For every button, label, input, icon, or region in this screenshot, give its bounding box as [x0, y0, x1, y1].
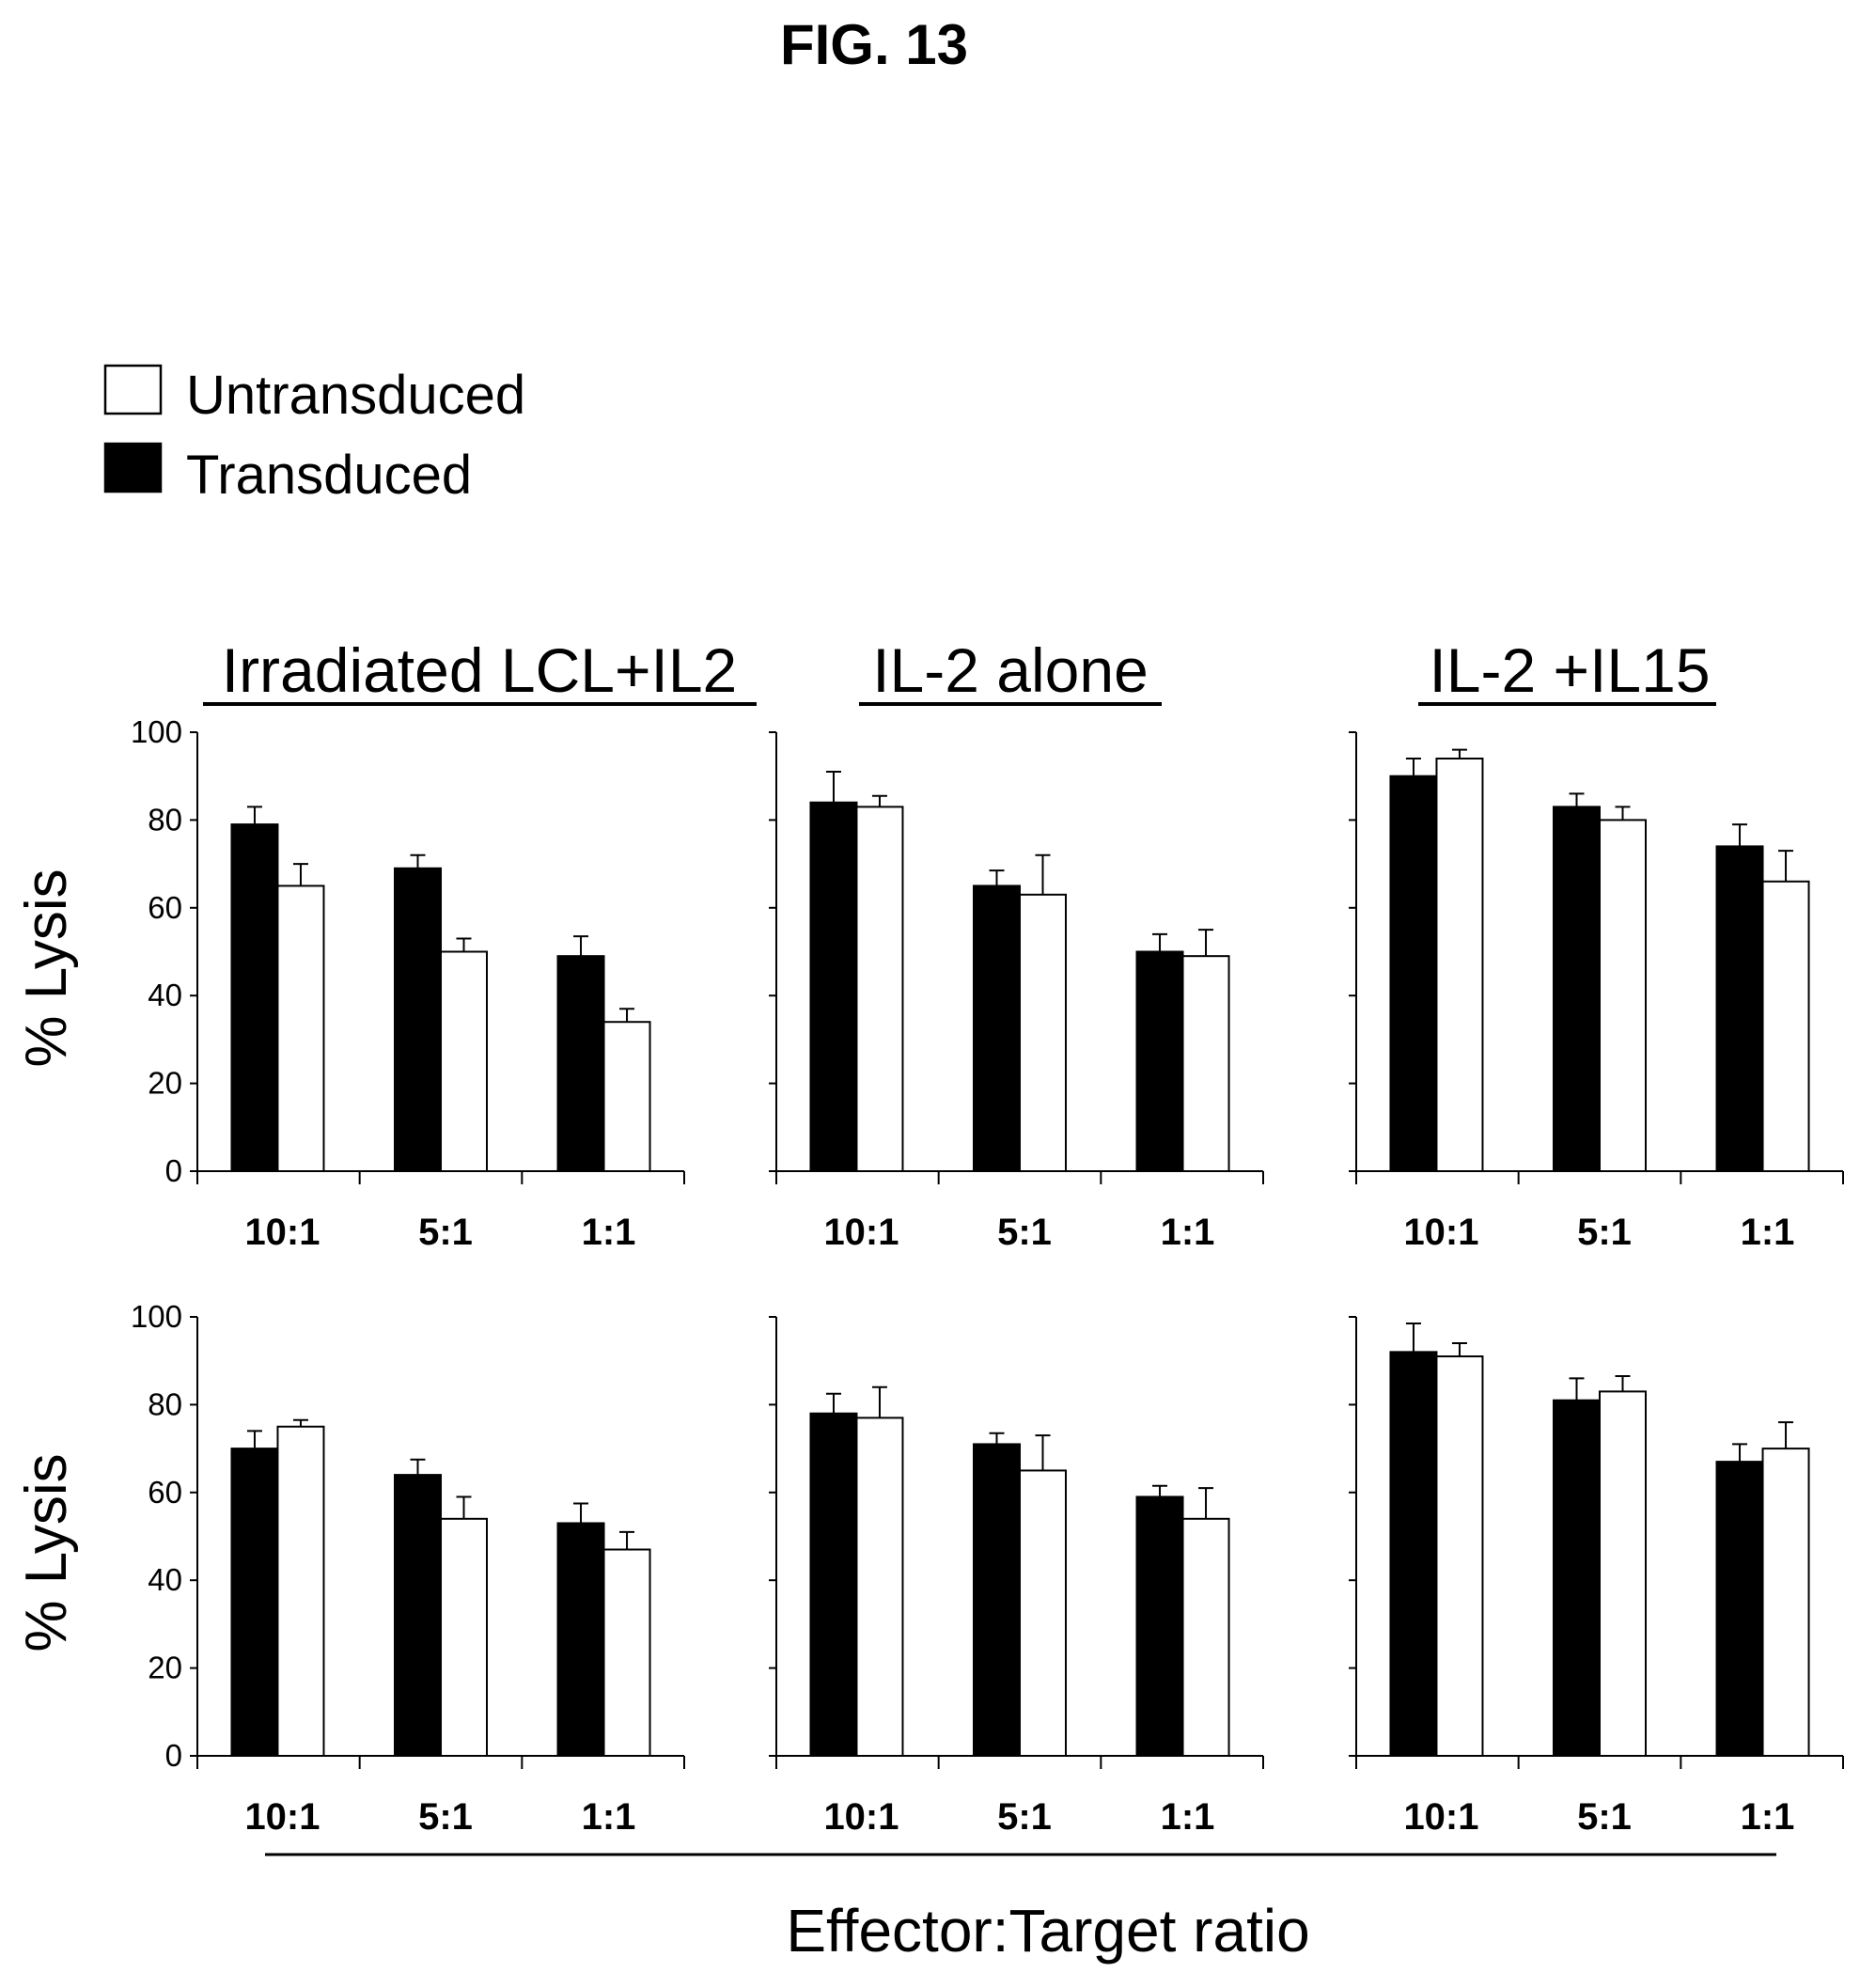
y-tick-label: 40 [148, 1562, 182, 1597]
x-tick-label: 5:1 [1577, 1212, 1632, 1253]
legend: Untransduced Transduced [103, 364, 525, 506]
chart-panel-r2-c3: 10:1 5:1 1:1 [1349, 1316, 1844, 1838]
bar-untransduced [1761, 1448, 1810, 1757]
bar-untransduced [440, 950, 488, 1172]
bar-transduced [1135, 950, 1184, 1172]
bar-untransduced [276, 884, 325, 1172]
x-tick-label: 10:1 [823, 1212, 899, 1253]
x-tick-label: 10:1 [823, 1796, 899, 1838]
y-tick-label: 20 [148, 1651, 182, 1685]
column-titles: Irradiated LCL+IL2 IL-2 alone IL-2 +IL15 [203, 635, 1716, 706]
figure-label: FIG. 13 [780, 13, 968, 76]
column-title-3: IL-2 +IL15 [1429, 635, 1710, 705]
y-tick-label: 20 [148, 1066, 182, 1101]
x-tick-label: 5:1 [418, 1796, 473, 1838]
x-tick-label: 1:1 [1161, 1796, 1215, 1838]
bar-transduced [809, 801, 858, 1172]
x-tick-label: 10:1 [244, 1796, 320, 1838]
y-tick-label: 60 [148, 890, 182, 925]
bar-untransduced [1181, 1517, 1230, 1757]
x-tick-label: 1:1 [582, 1796, 636, 1838]
bar-transduced [230, 1448, 279, 1757]
legend-swatch-untransduced [103, 364, 163, 415]
bar-untransduced [602, 1021, 651, 1172]
chart-panel-r1-c3: 10:1 5:1 1:1 [1349, 731, 1844, 1253]
bar-untransduced [1599, 819, 1647, 1173]
bar-transduced [1135, 1495, 1184, 1757]
legend-label-transduced: Transduced [186, 445, 472, 506]
bar-transduced [1389, 775, 1438, 1172]
bar-transduced [556, 955, 605, 1172]
x-tick-label: 5:1 [997, 1796, 1052, 1838]
bar-untransduced [276, 1425, 325, 1757]
column-title-2: IL-2 alone [872, 635, 1149, 705]
y-axis-title-row-1: % Lysis [14, 869, 79, 1067]
bar-transduced [1715, 845, 1764, 1172]
legend-label-untransduced: Untransduced [186, 365, 525, 426]
bar-untransduced [1599, 1390, 1647, 1757]
bar-transduced [1553, 806, 1601, 1172]
bar-untransduced [602, 1548, 651, 1758]
y-tick-label: 0 [165, 1738, 182, 1773]
bar-untransduced [440, 1517, 488, 1757]
bar-transduced [394, 1474, 442, 1757]
bar-transduced [973, 884, 1021, 1172]
x-tick-label: 10:1 [244, 1212, 320, 1253]
x-tick-label: 10:1 [1403, 1212, 1478, 1253]
x-tick-label: 10:1 [1403, 1796, 1478, 1838]
bar-transduced [973, 1443, 1021, 1758]
y-axis-title-row-2: % Lysis [14, 1453, 79, 1651]
bar-transduced [1715, 1461, 1764, 1757]
bar-transduced [230, 823, 279, 1172]
x-tick-label: 5:1 [418, 1212, 473, 1253]
bar-transduced [1553, 1399, 1601, 1757]
bar-untransduced [855, 806, 904, 1172]
x-tick-label: 1:1 [1161, 1212, 1215, 1253]
bar-transduced [1389, 1351, 1438, 1757]
bar-untransduced [855, 1417, 904, 1758]
column-title-1: Irradiated LCL+IL2 [222, 635, 738, 705]
bar-untransduced [1019, 893, 1067, 1172]
x-tick-label: 5:1 [1577, 1796, 1632, 1838]
y-tick-label: 80 [148, 802, 182, 837]
y-tick-label: 0 [165, 1153, 182, 1188]
y-tick-label: 40 [148, 978, 182, 1012]
y-tick-label: 100 [131, 714, 182, 749]
x-axis-title: Effector:Target ratio [786, 1897, 1309, 1965]
bar-transduced [394, 867, 442, 1173]
bar-untransduced [1181, 955, 1230, 1172]
bar-untransduced [1019, 1469, 1067, 1757]
x-tick-label: 5:1 [997, 1212, 1052, 1253]
y-tick-label: 100 [131, 1299, 182, 1334]
x-tick-label: 1:1 [1741, 1796, 1795, 1838]
bar-transduced [809, 1412, 858, 1757]
bar-untransduced [1435, 758, 1484, 1173]
chart-panel-r1-c1: 0 20 40 60 80 100 10:1 5:1 1:1 [131, 714, 685, 1253]
bar-transduced [556, 1522, 605, 1757]
chart-panel-r2-c2: 10:1 5:1 1:1 [769, 1316, 1264, 1838]
y-tick-label: 80 [148, 1386, 182, 1421]
chart-panel-r1-c2: 10:1 5:1 1:1 [769, 731, 1264, 1253]
y-tick-label: 60 [148, 1475, 182, 1510]
bar-untransduced [1761, 880, 1810, 1173]
chart-panel-r2-c1: 0 20 40 60 80 100 10:1 5:1 1:1 [131, 1299, 685, 1838]
legend-swatch-transduced [103, 442, 163, 493]
x-tick-label: 1:1 [1741, 1212, 1795, 1253]
x-tick-label: 1:1 [582, 1212, 636, 1253]
bar-untransduced [1435, 1355, 1484, 1758]
